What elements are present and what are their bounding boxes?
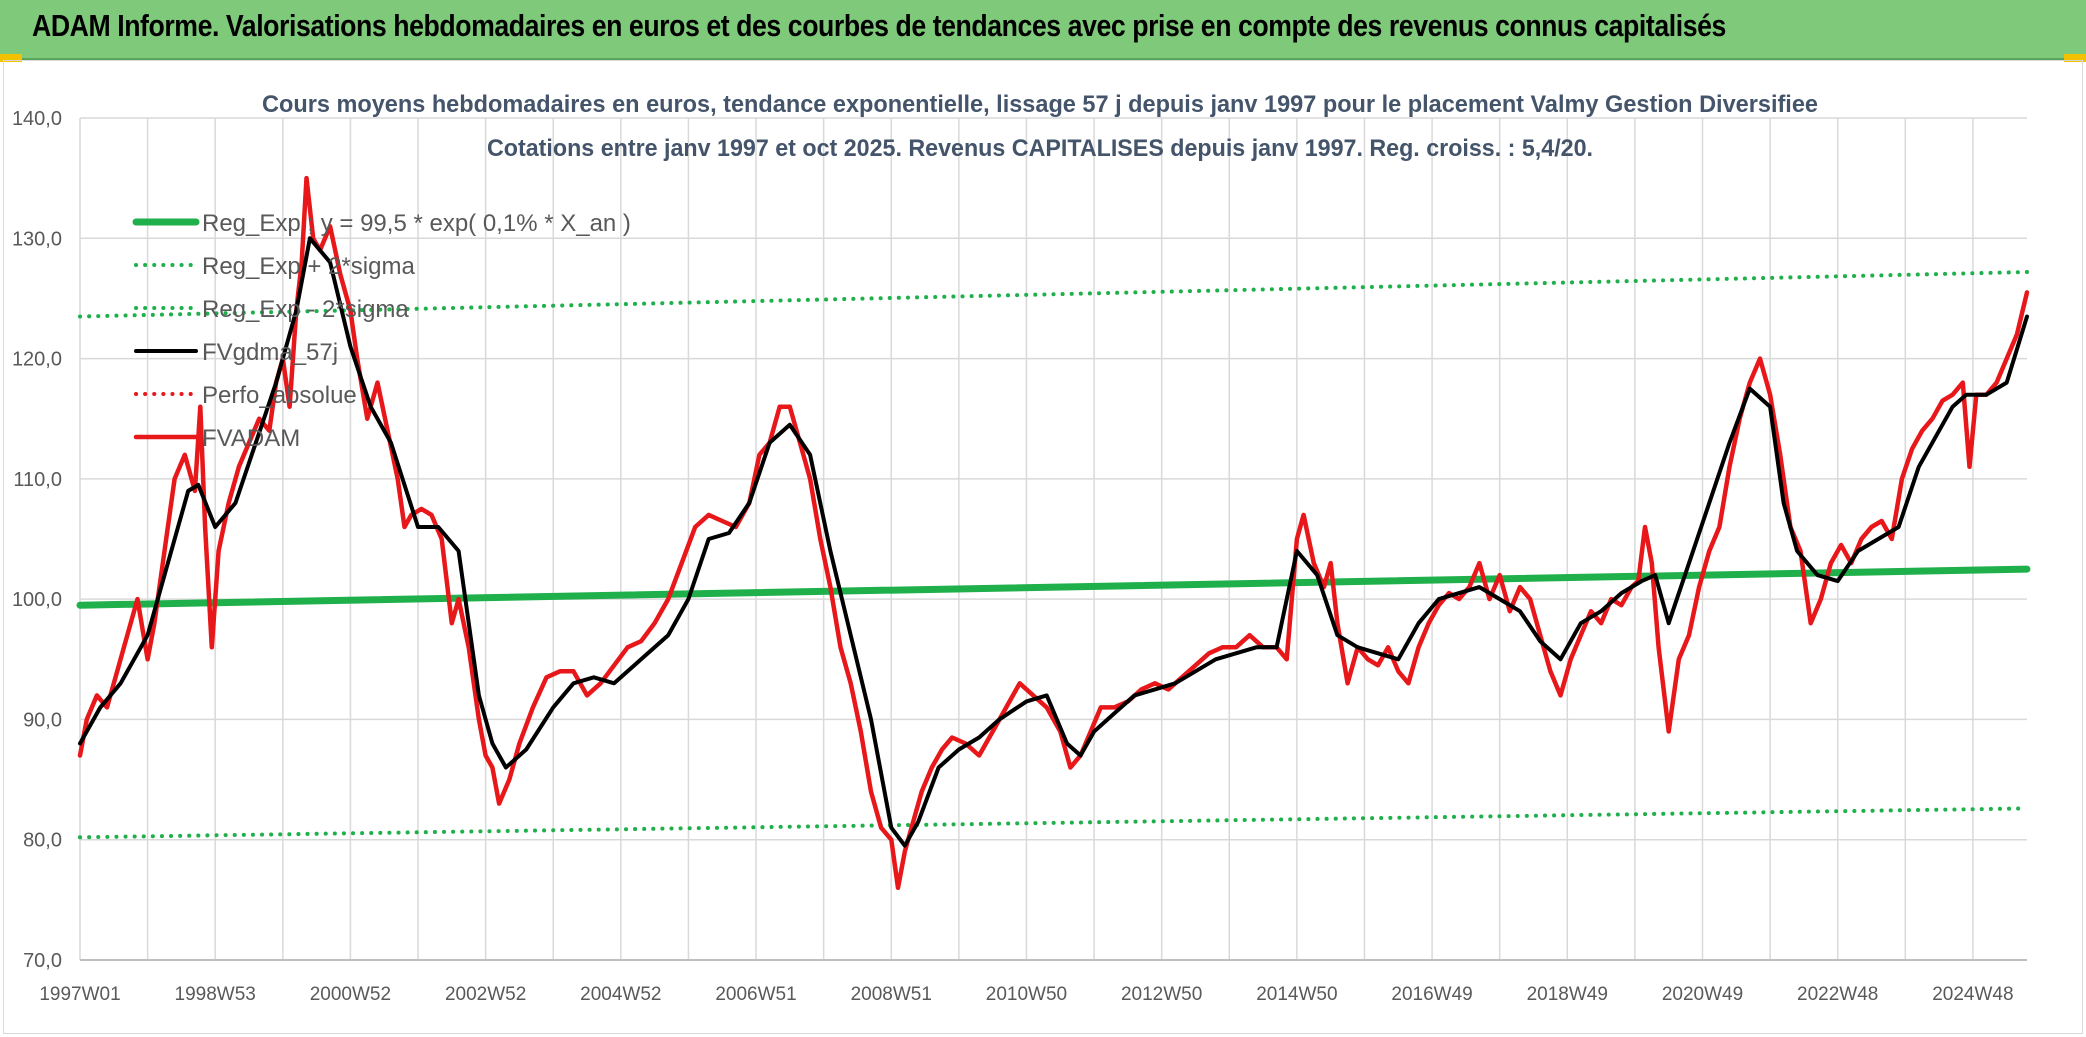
- x-tick-label: 2000W52: [310, 984, 391, 1005]
- x-tick-label: 1997W01: [39, 984, 120, 1005]
- chart-area: [3, 60, 2083, 1034]
- report-title: ADAM Informe. Valorisations hebdomadaire…: [32, 8, 1726, 43]
- chart-subtitle: Cotations entre janv 1997 et oct 2025. R…: [487, 135, 1593, 162]
- y-axis-ticks: 70,0 80,0 90,0 100,0 110,0 120,0 130,0 140,0: [12, 108, 62, 972]
- series-line-reg-exp-1: [78, 270, 2029, 319]
- legend-entry: Reg_Exp + 2*sigma: [202, 253, 415, 280]
- x-tick-label: 1998W53: [175, 984, 256, 1005]
- series-line-fvadam-5: [77, 175, 2030, 891]
- x-tick-label: 2016W49: [1391, 984, 1472, 1005]
- series-lines: [76, 175, 2031, 891]
- series-line-reg-exp-2: [78, 806, 2029, 840]
- legend-entry: Perfo_absolue: [202, 382, 357, 409]
- chart-title: Cours moyens hebdomadaires en euros, ten…: [262, 91, 1818, 118]
- x-tick-label: 2006W51: [715, 984, 796, 1005]
- legend: Reg_Exp ; y = 99,5 * exp( 0,1% * X_an ) R…: [132, 210, 631, 452]
- x-tick-label: 2024W48: [1932, 984, 2013, 1005]
- legend-entry: Reg_Exp - 2*sigma: [202, 296, 409, 323]
- legend-entry: FVgdma_57j: [202, 339, 338, 366]
- y-tick-label: 110,0: [13, 469, 62, 491]
- x-tick-label: 2014W50: [1256, 984, 1337, 1005]
- y-tick-label: 70,0: [23, 950, 62, 972]
- legend-entry: FVADAM: [202, 425, 300, 452]
- x-tick-label: 2002W52: [445, 984, 526, 1005]
- y-tick-label: 80,0: [23, 830, 62, 852]
- y-tick-label: 90,0: [23, 709, 62, 731]
- y-tick-label: 140,0: [12, 108, 62, 130]
- y-tick-label: 100,0: [12, 589, 62, 611]
- x-tick-label: 2010W50: [986, 984, 1067, 1005]
- report-banner: ADAM Informe. Valorisations hebdomadaire…: [0, 0, 2086, 60]
- y-tick-label: 120,0: [12, 349, 62, 371]
- corner-mark-left: [0, 54, 22, 62]
- x-tick-label: 2018W49: [1527, 984, 1608, 1005]
- legend-entry: Reg_Exp ; y = 99,5 * exp( 0,1% * X_an ): [202, 210, 631, 237]
- x-tick-label: 2008W51: [851, 984, 932, 1005]
- x-axis-ticks: 1997W01 1998W53 2000W52 2002W52 2004W52 2006W…: [39, 984, 2013, 1005]
- y-tick-label: 130,0: [12, 228, 62, 250]
- x-tick-label: 2004W52: [580, 984, 661, 1005]
- x-tick-label: 2022W48: [1797, 984, 1878, 1005]
- x-tick-label: 2012W50: [1121, 984, 1202, 1005]
- series-line-fvgdma-57j-3: [78, 236, 2029, 848]
- x-tick-label: 2020W49: [1662, 984, 1743, 1005]
- corner-mark-right: [2064, 54, 2086, 62]
